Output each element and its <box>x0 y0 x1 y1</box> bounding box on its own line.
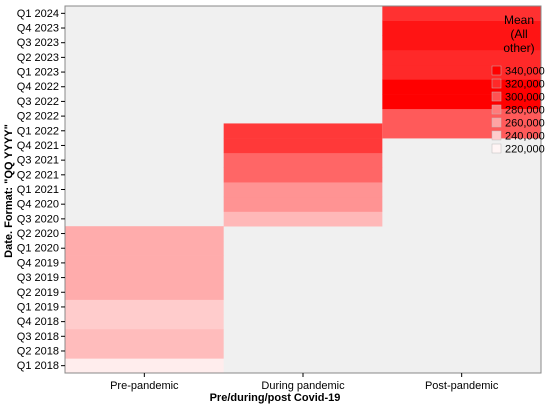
heatmap-cell-pre-pandemic-q4-2019 <box>65 255 224 271</box>
legend-label-240000: 240,000 <box>505 131 545 143</box>
y-tick-label: Q1 2020 <box>17 243 59 255</box>
legend-label-220000: 220,000 <box>505 144 545 156</box>
heatmap-cell-pre-pandemic-q1-2018 <box>65 358 224 374</box>
heatmap-cell-post-pandemic-q1-2023 <box>382 64 541 80</box>
y-tick-label: Q4 2018 <box>17 316 59 328</box>
y-tick-label: Q3 2022 <box>17 96 59 108</box>
heatmap-cell-pre-pandemic-q3-2018 <box>65 328 224 344</box>
heatmap-cell-pre-pandemic-q2-2018 <box>65 343 224 359</box>
legend-title-line-2: (All <box>510 27 527 41</box>
legend-label-320000: 320,000 <box>505 79 545 91</box>
y-tick-label: Q3 2018 <box>17 331 59 343</box>
y-tick-label: Q3 2019 <box>17 272 59 284</box>
y-tick-label: Q1 2023 <box>17 67 59 79</box>
heatmap-cell-during-pandemic-q4-2020 <box>223 196 383 212</box>
legend-swatch-300000 <box>491 91 502 102</box>
y-tick-label: Q2 2018 <box>17 345 59 357</box>
legend-label-340000: 340,000 <box>505 66 545 78</box>
y-tick-label: Q1 2018 <box>17 360 59 372</box>
x-tick-label: Pre-pandemic <box>110 380 179 392</box>
heatmap-cell-during-pandemic-q2-2021 <box>223 167 383 183</box>
heatmap-cell-pre-pandemic-q1-2020 <box>65 240 224 256</box>
legend-label-300000: 300,000 <box>505 92 545 104</box>
legend-swatches: 340,000320,000300,000280,000260,000240,0… <box>491 65 545 156</box>
heatmap-cell-during-pandemic-q3-2020 <box>223 211 383 227</box>
legend-label-260000: 260,000 <box>505 118 545 130</box>
legend-swatch-340000 <box>491 65 502 76</box>
x-axis-title: Pre/during/post Covid-19 <box>210 392 341 404</box>
heatmap-cell-during-pandemic-q3-2021 <box>223 152 383 168</box>
heatmap-cell-post-pandemic-q1-2022 <box>382 123 541 139</box>
y-axis-title: Date. Format: "QQ YYYY" <box>3 124 15 258</box>
y-tick-label: Q2 2021 <box>17 169 59 181</box>
x-axis-ticks: Pre-pandemic During pandemic Post-pandemic <box>110 373 499 392</box>
heatmap-cell-during-pandemic-q4-2021 <box>223 138 383 154</box>
y-tick-label: Q1 2019 <box>17 301 59 313</box>
y-tick-label: Q4 2019 <box>17 257 59 269</box>
legend-title-line-1: Mean <box>504 13 534 27</box>
y-tick-label: Q2 2020 <box>17 228 59 240</box>
color-legend: Mean (All other) 340,000320,000300,00028… <box>491 13 545 156</box>
y-tick-label: Q4 2020 <box>17 199 59 211</box>
heatmap-cell-post-pandemic-q4-2023 <box>382 20 541 36</box>
legend-label-280000: 280,000 <box>505 105 545 117</box>
y-tick-label: Q3 2021 <box>17 155 59 167</box>
y-tick-label: Q4 2023 <box>17 23 59 35</box>
heatmap-cell-post-pandemic-q2-2023 <box>382 50 541 66</box>
y-tick-label: Q3 2023 <box>17 37 59 49</box>
heatmap-cell-pre-pandemic-q2-2019 <box>65 284 224 300</box>
y-tick-label: Q2 2022 <box>17 111 59 123</box>
heatmap-cell-pre-pandemic-q3-2019 <box>65 270 224 286</box>
y-tick-label: Q1 2021 <box>17 184 59 196</box>
heatmap-cell-pre-pandemic-q1-2019 <box>65 299 224 315</box>
plot-area <box>64 5 542 374</box>
legend-swatch-320000 <box>491 78 502 89</box>
heatmap-cell-post-pandemic-q1-2024 <box>382 6 541 21</box>
y-axis-ticks: Q1 2018 Q2 2018 Q3 2018 Q4 2018 Q1 2019 Q2 20… <box>17 8 65 372</box>
y-tick-label: Q4 2022 <box>17 81 59 93</box>
legend-swatch-280000 <box>491 104 502 115</box>
y-tick-label: Q2 2019 <box>17 287 59 299</box>
heatmap-cell-during-pandemic-q1-2022 <box>223 123 383 139</box>
legend-title-line-3: other) <box>503 41 534 55</box>
y-tick-label: Q1 2022 <box>17 125 59 137</box>
legend-swatch-260000 <box>491 117 502 128</box>
heatmap-cell-post-pandemic-q4-2022 <box>382 79 541 95</box>
heatmap-cell-pre-pandemic-q4-2018 <box>65 314 224 330</box>
legend-swatch-220000 <box>491 143 502 154</box>
y-tick-label: Q2 2023 <box>17 52 59 64</box>
x-tick-label: During pandemic <box>261 380 345 392</box>
legend-swatch-240000 <box>491 130 502 141</box>
y-tick-label: Q3 2020 <box>17 213 59 225</box>
y-tick-label: Q1 2024 <box>17 8 59 20</box>
heatmap-cell-during-pandemic-q1-2021 <box>223 182 383 198</box>
heatmap-cell-pre-pandemic-q2-2020 <box>65 226 224 242</box>
heatmap-cell-post-pandemic-q3-2022 <box>382 94 541 110</box>
y-tick-label: Q4 2021 <box>17 140 59 152</box>
x-tick-label: Post-pandemic <box>425 380 499 392</box>
heatmap-cell-post-pandemic-q2-2022 <box>382 108 541 124</box>
heatmap-cell-post-pandemic-q3-2023 <box>382 35 541 51</box>
